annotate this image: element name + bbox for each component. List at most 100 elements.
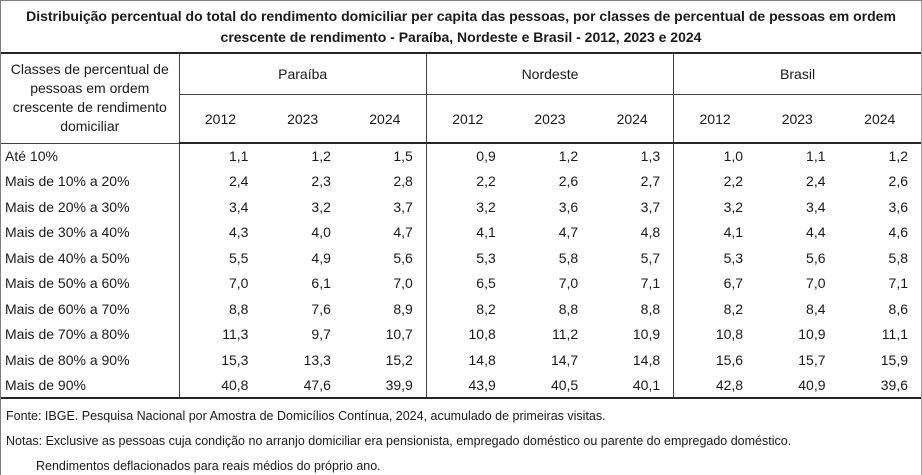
value-cell: 39,6	[838, 372, 921, 399]
year-header: 2023	[508, 94, 592, 144]
row-label: Mais de 10% a 20%	[5, 173, 130, 190]
value-cell: 15,9	[880, 351, 908, 368]
value-cell: 11,3	[178, 321, 262, 347]
value-cell: 11,2	[551, 326, 579, 343]
data-table: Classes de percentual de pessoas em orde…	[1, 52, 921, 399]
value-cell: 39,9	[343, 372, 427, 399]
value-cell: 6,7	[673, 270, 757, 296]
value-cell: 14,8	[425, 347, 509, 373]
value-cell: 0,9	[425, 143, 509, 169]
value-cell: 7,0	[178, 270, 262, 296]
year-header: 2024	[838, 94, 921, 144]
value-cell: 2,2	[425, 168, 509, 194]
value-cell: 8,4	[806, 300, 826, 317]
value-cell: 8,8	[640, 300, 661, 317]
value-cell: 3,2	[311, 198, 331, 215]
row-label: Mais de 80% a 90%	[5, 351, 130, 368]
value-cell: 3,2	[673, 194, 757, 220]
value-cell: 3,6	[558, 198, 579, 215]
value-cell: 4,7	[393, 224, 413, 241]
value-cell: 42,8	[673, 372, 757, 399]
value-cell: 2,7	[640, 173, 661, 190]
table-row: Mais de 90% 40,8 47,6 39,9 43,9 40,5 40,1 42,8 4…	[1, 372, 921, 399]
value-cell: 9,7	[311, 326, 331, 343]
value-cell: 7,6	[311, 300, 331, 317]
table-row: Mais de 70% a 80% 11,3 9,7 10,7 10,8 11,2 10,9…	[1, 321, 921, 347]
value-cell: 43,9	[425, 372, 509, 399]
year-header: 2023	[756, 94, 839, 144]
value-cell: 15,3	[178, 347, 262, 373]
value-cell: 5,3	[673, 245, 757, 271]
row-label: Mais de 60% a 70%	[5, 300, 130, 317]
value-cell: 1,1	[178, 143, 262, 169]
value-cell: 2,6	[558, 173, 579, 190]
value-cell: 40,1	[591, 372, 674, 399]
value-cell: 1,2	[311, 148, 331, 165]
value-cell: 6,5	[425, 270, 509, 296]
value-cell: 5,8	[888, 249, 908, 266]
value-cell: 5,6	[806, 249, 826, 266]
value-cell: 7,0	[393, 275, 413, 292]
value-cell: 10,8	[425, 321, 509, 347]
table-row: Mais de 10% a 20% 2,4 2,3 2,8 2,2 2,6 2,7 2,2 2,…	[1, 168, 921, 194]
value-cell: 4,0	[311, 224, 331, 241]
value-cell: 2,4	[178, 168, 262, 194]
value-cell: 15,2	[385, 351, 413, 368]
value-cell: 13,3	[303, 351, 331, 368]
year-header: 2024	[591, 94, 674, 144]
value-cell: 1,2	[888, 148, 908, 165]
value-cell: 3,7	[393, 198, 413, 215]
value-cell: 2,4	[806, 173, 826, 190]
value-cell: 2,3	[311, 173, 331, 190]
table-body: Até 10% 1,1 1,2 1,5 0,9 1,2 1,3 1,0 1,1 1,2 Mais d…	[1, 143, 921, 399]
value-cell: 1,0	[673, 143, 757, 169]
value-cell: 4,1	[673, 219, 757, 245]
table-row: Mais de 60% a 70% 8,8 7,6 8,9 8,2 8,8 8,8 8,2 8,…	[1, 296, 921, 322]
value-cell: 8,8	[178, 296, 262, 322]
value-cell: 6,1	[311, 275, 331, 292]
value-cell: 4,1	[425, 219, 509, 245]
table-row: Mais de 20% a 30% 3,4 3,2 3,7 3,2 3,6 3,7 3,2 3,…	[1, 194, 921, 220]
year-header: 2023	[261, 94, 344, 144]
row-label: Mais de 70% a 80%	[5, 326, 130, 343]
year-header-row: 2012 2023 2024 2012 2023 2024 2012 2023 …	[1, 94, 921, 144]
value-cell: 8,8	[558, 300, 579, 317]
value-cell: 4,4	[806, 224, 826, 241]
value-cell: 3,4	[178, 194, 262, 220]
value-cell: 1,3	[640, 148, 661, 165]
value-cell: 15,7	[798, 351, 826, 368]
value-cell: 47,6	[261, 372, 344, 399]
page-title: Distribuição percentual do total do rend…	[26, 7, 896, 45]
notes-line-1: Notas: Exclusive as pessoas cuja condiçã…	[6, 434, 792, 448]
value-cell: 5,5	[178, 245, 262, 271]
group-header-brasil: Brasil	[673, 53, 921, 95]
value-cell: 7,1	[888, 275, 908, 292]
value-cell: 4,8	[640, 224, 661, 241]
value-cell: 2,8	[393, 173, 413, 190]
value-cell: 7,0	[558, 275, 579, 292]
value-cell: 10,7	[385, 326, 413, 343]
group-header-nordeste: Nordeste	[425, 53, 674, 95]
year-header: 2012	[425, 94, 509, 144]
value-cell: 3,2	[425, 194, 509, 220]
table-row: Mais de 80% a 90% 15,3 13,3 15,2 14,8 14,7 14,…	[1, 347, 921, 373]
region-header-row: Classes de percentual de pessoas em orde…	[1, 53, 921, 144]
value-cell: 7,0	[806, 275, 826, 292]
value-cell: 40,8	[178, 372, 262, 399]
value-cell: 8,9	[393, 300, 413, 317]
value-cell: 8,6	[888, 300, 908, 317]
value-cell: 5,3	[425, 245, 509, 271]
table-row: Mais de 30% a 40% 4,3 4,0 4,7 4,1 4,7 4,8 4,1 4,…	[1, 219, 921, 245]
table-row: Até 10% 1,1 1,2 1,5 0,9 1,2 1,3 1,0 1,1 1,2	[1, 143, 921, 169]
year-header: 2024	[343, 94, 427, 144]
table-header: Classes de percentual de pessoas em orde…	[1, 53, 921, 144]
value-cell: 4,7	[558, 224, 579, 241]
value-cell: 8,2	[425, 296, 509, 322]
row-label: Até 10%	[5, 148, 58, 164]
row-label: Mais de 40% a 50%	[5, 249, 130, 266]
notes: Fonte: IBGE. Pesquisa Nacional por Amost…	[1, 399, 921, 475]
value-cell: 1,1	[806, 148, 826, 165]
group-header-paraiba: Paraíba	[178, 53, 427, 95]
row-label: Mais de 90%	[1, 372, 179, 399]
corner-header: Classes de percentual de pessoas em orde…	[1, 53, 179, 144]
